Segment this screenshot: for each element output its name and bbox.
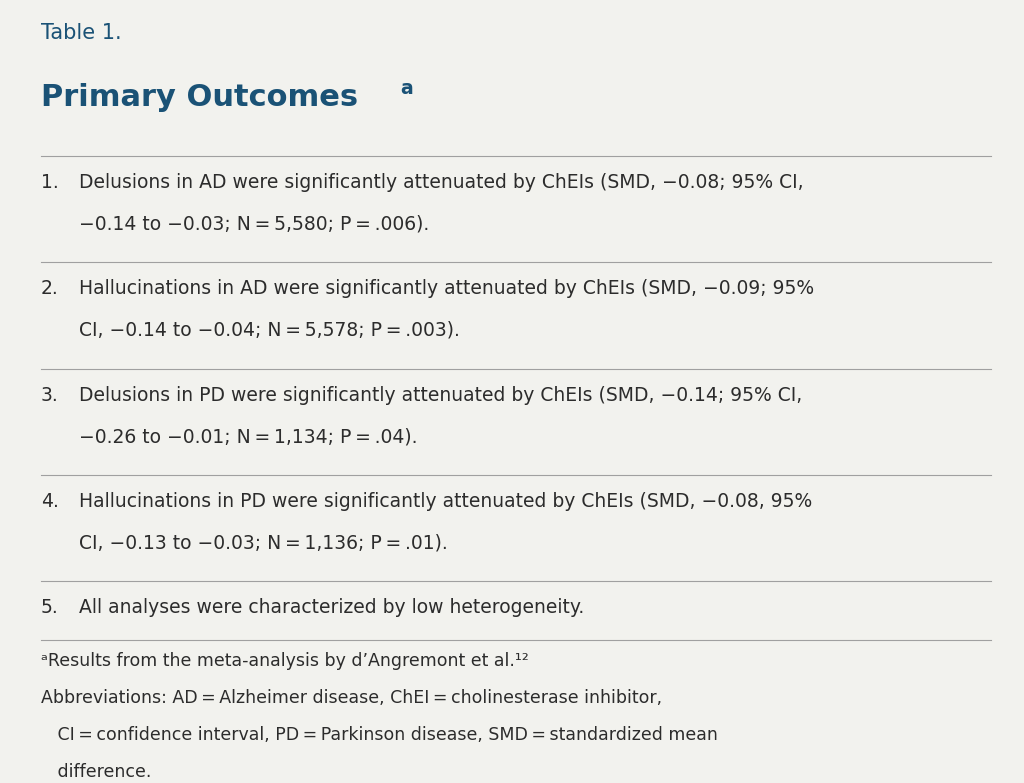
Text: −0.26 to −0.01; N = 1,134; P = .04).: −0.26 to −0.01; N = 1,134; P = .04). — [79, 428, 417, 446]
Text: 2.: 2. — [41, 279, 58, 298]
Text: Hallucinations in PD were significantly attenuated by ChEIs (SMD, −0.08, 95%: Hallucinations in PD were significantly … — [79, 492, 812, 511]
Text: Hallucinations in AD were significantly attenuated by ChEIs (SMD, −0.09; 95%: Hallucinations in AD were significantly … — [79, 279, 814, 298]
Text: a: a — [400, 78, 413, 98]
Text: Delusions in PD were significantly attenuated by ChEIs (SMD, −0.14; 95% CI,: Delusions in PD were significantly atten… — [79, 385, 802, 405]
Text: All analyses were characterized by low heterogeneity.: All analyses were characterized by low h… — [79, 598, 584, 617]
Text: ᵃResults from the meta-analysis by d’Angremont et al.¹²: ᵃResults from the meta-analysis by d’Ang… — [41, 652, 528, 670]
Text: Table 1.: Table 1. — [41, 23, 122, 43]
Text: Delusions in AD were significantly attenuated by ChEIs (SMD, −0.08; 95% CI,: Delusions in AD were significantly atten… — [79, 173, 803, 192]
Text: 3.: 3. — [41, 385, 58, 405]
Text: CI = confidence interval, PD = Parkinson disease, SMD = standardized mean: CI = confidence interval, PD = Parkinson… — [41, 727, 718, 745]
Text: Primary Outcomes: Primary Outcomes — [41, 83, 358, 112]
Text: Abbreviations: AD = Alzheimer disease, ChEI = cholinesterase inhibitor,: Abbreviations: AD = Alzheimer disease, C… — [41, 689, 662, 707]
Text: 5.: 5. — [41, 598, 58, 617]
Text: 4.: 4. — [41, 492, 58, 511]
Text: CI, −0.13 to −0.03; N = 1,136; P = .01).: CI, −0.13 to −0.03; N = 1,136; P = .01). — [79, 533, 447, 553]
Text: CI, −0.14 to −0.04; N = 5,578; P = .003).: CI, −0.14 to −0.04; N = 5,578; P = .003)… — [79, 321, 460, 340]
Text: 1.: 1. — [41, 173, 58, 192]
Text: difference.: difference. — [41, 763, 152, 781]
Text: −0.14 to −0.03; N = 5,580; P = .006).: −0.14 to −0.03; N = 5,580; P = .006). — [79, 215, 429, 233]
